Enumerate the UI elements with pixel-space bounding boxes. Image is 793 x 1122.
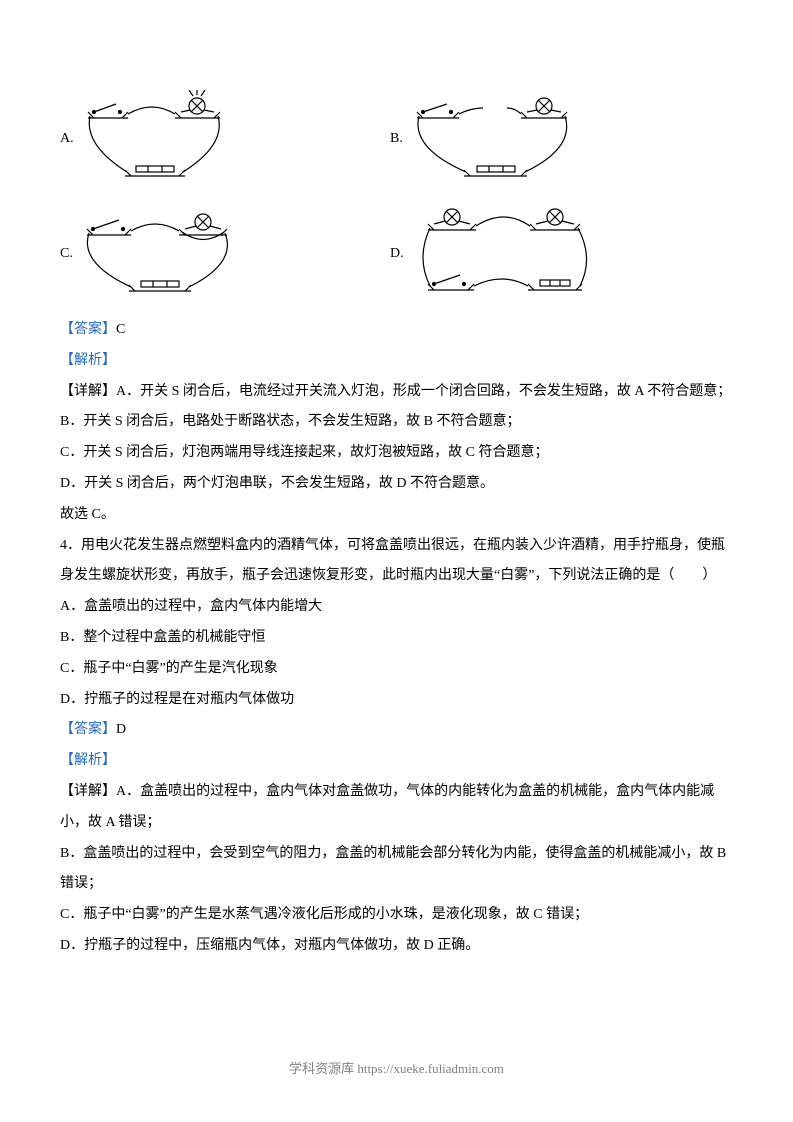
q3-answer-value: C bbox=[116, 322, 125, 337]
circuit-diagram-d bbox=[410, 200, 600, 300]
q4-stem: 4．用电火花发生器点燃塑料盒内的酒精气体，可将盒盖喷出很远，在瓶内装入少许酒精，… bbox=[60, 531, 733, 593]
q3-detail-a: 【详解】A．开关 S 闭合后，电流经过开关流入灯泡，形成一个闭合回路，不会发生短… bbox=[60, 377, 733, 408]
q3-conclusion: 故选 C。 bbox=[60, 500, 733, 531]
circuit-diagram-b bbox=[409, 90, 579, 185]
option-label-b: B. bbox=[390, 124, 403, 155]
q4-opt-c: C．瓶子中“白雾”的产生是汽化现象 bbox=[60, 654, 733, 685]
circuit-row-2: C. bbox=[60, 200, 733, 300]
q4-opt-a: A．盒盖喷出的过程中，盒内气体内能增大 bbox=[60, 592, 733, 623]
circuit-row-1: A. bbox=[60, 90, 733, 185]
footer-url: https://xueke.fuliadmin.com bbox=[357, 1061, 504, 1076]
q3-answer-line: 【答案】C bbox=[60, 315, 733, 346]
analysis-label: 【解析】 bbox=[60, 753, 116, 768]
option-label-a: A. bbox=[60, 124, 74, 155]
option-label-c: C. bbox=[60, 239, 73, 270]
footer-text: 学科资源库 bbox=[289, 1061, 357, 1076]
q4-analysis-label: 【解析】 bbox=[60, 746, 733, 777]
q3-analysis-label: 【解析】 bbox=[60, 346, 733, 377]
circuit-cell-b: B. bbox=[390, 90, 579, 185]
q4-opt-b: B．整个过程中盒盖的机械能守恒 bbox=[60, 623, 733, 654]
q3-detail-d: D．开关 S 闭合后，两个灯泡串联，不会发生短路，故 D 不符合题意。 bbox=[60, 469, 733, 500]
q4-opt-d: D．拧瓶子的过程是在对瓶内气体做功 bbox=[60, 685, 733, 716]
q3-detail-c: C．开关 S 闭合后，灯泡两端用导线连接起来，故灯泡被短路，故 C 符合题意； bbox=[60, 438, 733, 469]
page-footer: 学科资源库 https://xueke.fuliadmin.com bbox=[0, 1055, 793, 1084]
circuit-cell-c: C. bbox=[60, 200, 390, 300]
q4-detail-c: C．瓶子中“白雾”的产生是水蒸气遇冷液化后形成的小水珠，是液化现象，故 C 错误… bbox=[60, 900, 733, 931]
q4-detail-a: 【详解】A．盒盖喷出的过程中，盒内气体对盒盖做功，气体的内能转化为盒盖的机械能，… bbox=[60, 777, 733, 839]
circuit-diagram-c bbox=[79, 205, 239, 300]
option-label-d: D. bbox=[390, 239, 404, 270]
q4-answer-line: 【答案】D bbox=[60, 715, 733, 746]
circuit-diagram-a bbox=[80, 90, 230, 185]
analysis-label: 【解析】 bbox=[60, 353, 116, 368]
answer-label: 【答案】 bbox=[60, 322, 116, 337]
q4-detail-d: D．拧瓶子的过程中，压缩瓶内气体，对瓶内气体做功，故 D 正确。 bbox=[60, 931, 733, 962]
q4-detail-b: B．盒盖喷出的过程中，会受到空气的阻力，盒盖的机械能会部分转化为内能，使得盒盖的… bbox=[60, 839, 733, 901]
answer-label: 【答案】 bbox=[60, 722, 116, 737]
q4-answer-value: D bbox=[116, 722, 126, 737]
circuit-cell-a: A. bbox=[60, 90, 390, 185]
circuit-cell-d: D. bbox=[390, 200, 600, 300]
q3-detail-b: B．开关 S 闭合后，电路处于断路状态，不会发生短路，故 B 不符合题意； bbox=[60, 407, 733, 438]
